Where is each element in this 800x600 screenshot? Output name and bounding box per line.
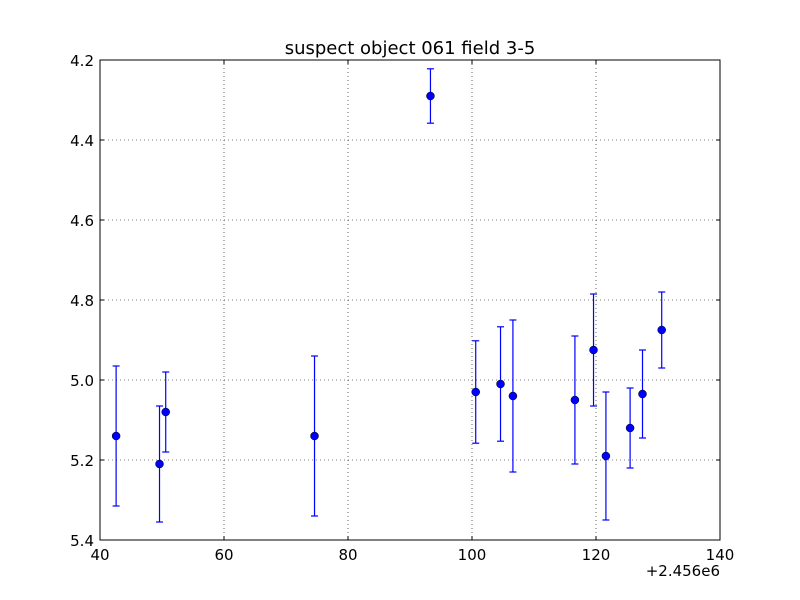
x-tick-label: 80 bbox=[338, 546, 357, 564]
data-point bbox=[161, 407, 170, 417]
x-tick-label: 40 bbox=[90, 546, 109, 564]
data-point bbox=[426, 91, 435, 101]
data-point bbox=[496, 379, 505, 389]
data-point bbox=[589, 345, 598, 355]
data-point bbox=[638, 389, 647, 399]
y-tick-label: 5.0 bbox=[70, 372, 94, 390]
x-tick-label: 140 bbox=[706, 546, 735, 564]
y-tick-label: 4.2 bbox=[70, 52, 94, 70]
x-offset-label: +2.456e6 bbox=[646, 562, 720, 580]
y-tick-label: 4.4 bbox=[70, 132, 94, 150]
x-tick-label: 60 bbox=[214, 546, 233, 564]
data-series bbox=[111, 68, 666, 523]
data-point bbox=[625, 423, 635, 433]
data-point bbox=[601, 451, 611, 461]
data-point bbox=[570, 395, 580, 405]
chart-title: suspect object 061 field 3-5 bbox=[285, 38, 536, 59]
data-point bbox=[657, 325, 666, 335]
x-tick-label: 100 bbox=[458, 546, 487, 564]
x-tick-label: 120 bbox=[582, 546, 611, 564]
grid bbox=[100, 60, 720, 540]
data-point bbox=[310, 431, 319, 441]
y-tick-label: 5.4 bbox=[70, 532, 94, 550]
data-point bbox=[155, 459, 164, 469]
data-point bbox=[111, 431, 121, 441]
y-tick-label: 4.8 bbox=[70, 292, 94, 310]
data-point bbox=[508, 391, 518, 401]
data-point bbox=[471, 387, 480, 397]
y-tick-label: 4.6 bbox=[70, 212, 94, 230]
y-tick-label: 5.2 bbox=[70, 452, 94, 470]
axis-ticks: 40 60 80 100 120 140 4.2 4.4 4.6 4.8 5.0 5.2 5.4 bbox=[70, 52, 734, 564]
